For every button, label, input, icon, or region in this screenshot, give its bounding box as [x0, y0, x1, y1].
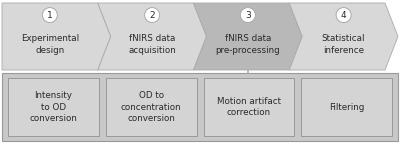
FancyBboxPatch shape — [8, 78, 99, 136]
Text: Statistical
inference: Statistical inference — [322, 34, 365, 55]
Text: 1: 1 — [47, 11, 53, 20]
Text: 2: 2 — [149, 11, 155, 20]
Circle shape — [145, 8, 160, 23]
Text: fNIRS data
pre-processing: fNIRS data pre-processing — [216, 34, 280, 55]
FancyBboxPatch shape — [204, 78, 294, 136]
FancyBboxPatch shape — [2, 73, 398, 141]
Polygon shape — [289, 3, 398, 70]
Polygon shape — [194, 3, 302, 70]
Text: 4: 4 — [341, 11, 346, 20]
Text: 3: 3 — [245, 11, 251, 20]
Text: Intensity
to OD
conversion: Intensity to OD conversion — [30, 91, 77, 123]
Text: Experimental
design: Experimental design — [21, 34, 79, 55]
Circle shape — [240, 8, 255, 23]
Circle shape — [336, 8, 351, 23]
Text: Filtering: Filtering — [329, 103, 364, 112]
Text: fNIRS data
acquisition: fNIRS data acquisition — [128, 34, 176, 55]
Text: OD to
concentration
conversion: OD to concentration conversion — [121, 91, 182, 123]
FancyBboxPatch shape — [301, 78, 392, 136]
Polygon shape — [98, 3, 206, 70]
Circle shape — [42, 8, 57, 23]
FancyBboxPatch shape — [106, 78, 196, 136]
Polygon shape — [2, 3, 111, 70]
Text: Motion artifact
correction: Motion artifact correction — [217, 97, 281, 117]
